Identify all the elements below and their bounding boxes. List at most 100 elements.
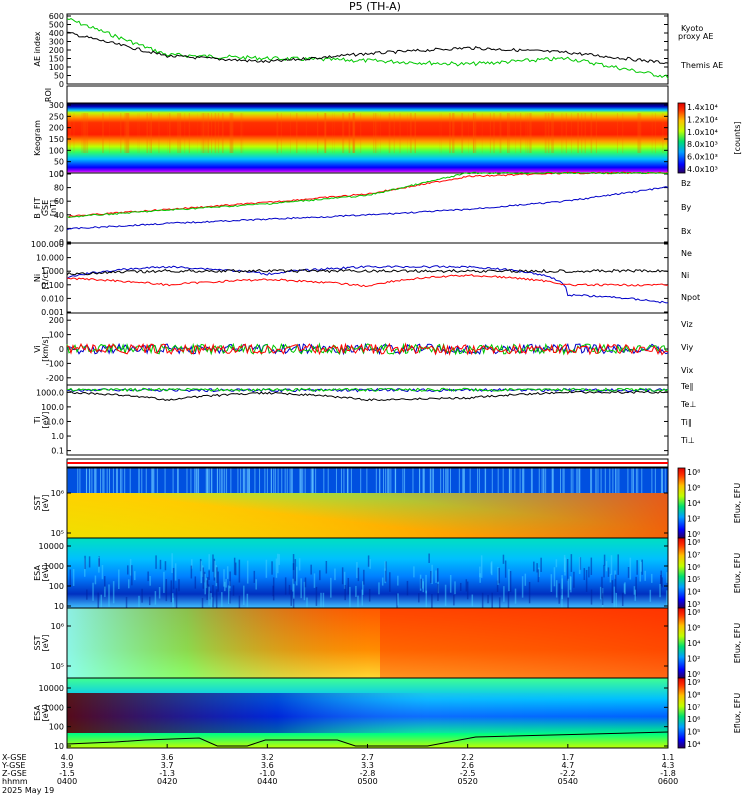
esa-ion-noise [131, 565, 133, 586]
colorbar-tick-label: 10² [687, 655, 700, 664]
esa-ion-noise [88, 556, 91, 568]
esa-ion-noise [330, 577, 332, 598]
y-tick-label: 10⁶ [51, 622, 64, 631]
esa-ion-noise [521, 576, 524, 598]
colorbar-label: Eflux, EFU [733, 623, 742, 664]
esa-ion-noise [491, 592, 493, 614]
esa-ion-noise [611, 580, 614, 604]
esa-ion-noise [306, 597, 308, 616]
esa-ion-noise [334, 568, 336, 581]
esa-ion-noise [155, 555, 157, 569]
colorbar-tick-label: 10⁷ [687, 703, 700, 712]
esa-ion-noise [498, 567, 500, 584]
time-label: 0440 [257, 777, 277, 786]
esa-ion-noise [206, 577, 209, 586]
esa-ion-noise [605, 561, 608, 572]
colorbar [677, 467, 686, 539]
esa-ion-noise [613, 586, 616, 609]
panel-frame [66, 242, 669, 314]
y-tick-label: 500 [49, 21, 64, 30]
colorbar-tick-label: 10² [687, 515, 700, 524]
esa-ion-noise [243, 585, 245, 605]
colorbar-tick-label: 8.0x10³ [687, 140, 718, 149]
legend-n: Ne [681, 249, 692, 258]
esa-ion-noise [435, 570, 437, 583]
esa-ion-noise [238, 559, 241, 583]
legend-v: Vix [681, 366, 694, 375]
esa-ion-noise [585, 569, 588, 592]
y-tick-label: 200 [49, 46, 64, 55]
y-tick-label: -100 [46, 359, 64, 368]
esa-ion-noise [425, 590, 428, 613]
esa-ion-noise [550, 574, 553, 592]
esa-ion-noise [94, 575, 97, 585]
esa-ion-noise [229, 571, 231, 587]
esa-ion-noise [315, 586, 318, 606]
y-tick-label: -200 [46, 374, 64, 383]
esa-ion-noise [233, 557, 236, 575]
y-tick-label: 10⁶ [51, 489, 64, 498]
esa-ion-noise [413, 566, 415, 578]
y-tick-label: 0 [59, 169, 64, 178]
esa-ion-noise [454, 581, 456, 595]
esa-ion-noise [134, 571, 136, 581]
esa-ion-noise [349, 586, 351, 608]
esa-ion-noise [507, 591, 510, 612]
esa-ion-noise [275, 558, 278, 578]
esa-ion-noise [385, 561, 387, 582]
y-gse-value: 3.3 [361, 761, 374, 770]
colorbar-tick-label: 10⁸ [687, 538, 700, 547]
z-gse-value: -1.3 [159, 769, 175, 778]
colorbar-tick-label: 10⁴ [687, 588, 700, 597]
esa-ion-noise [430, 570, 432, 583]
y-tick-label: 150 [49, 55, 64, 64]
legend-kyoto: Kyoto [681, 24, 703, 33]
esa-ion-noise [617, 554, 619, 575]
esa-ion-noise [504, 560, 507, 578]
esa-ion-noise [226, 566, 229, 579]
esa-ion-noise [378, 582, 380, 595]
ti-par-line [67, 387, 669, 392]
esa-ion-noise [508, 569, 510, 592]
esa-ion-noise [69, 569, 72, 586]
esa-ion-noise [561, 575, 563, 589]
x-row-label-zgse: Z-GSE [2, 769, 27, 778]
keogram-heatmap [67, 103, 668, 173]
y-tick-label: 100 [49, 146, 64, 155]
legend-n: Npot [681, 293, 700, 302]
esa-ion-noise [603, 554, 606, 566]
esa-ion-noise [118, 569, 120, 589]
esa-ion-noise [540, 557, 542, 572]
z-gse-value: -1.8 [660, 769, 676, 778]
esa-ion-noise [215, 589, 218, 612]
colorbar-label: Eflux, EFU [733, 553, 742, 594]
esa-ion-noise [194, 576, 197, 589]
colorbar-tick-label: 10⁶ [687, 484, 700, 493]
esa-ion-noise [566, 558, 569, 581]
colorbar-tick-label: 10⁰ [687, 530, 700, 539]
colorbar-tick-label: 1.4x10⁴ [687, 103, 718, 112]
esa-ion-noise [313, 573, 316, 588]
colorbar-tick-label: 10⁴ [687, 639, 700, 648]
y-tick-label: 400 [49, 29, 64, 38]
colorbar-tick-label: 10⁰ [687, 670, 700, 679]
esa-ion-noise [636, 560, 638, 575]
esa-ion-noise [200, 561, 203, 584]
esa-ion-heatmap [67, 538, 668, 608]
esa-ion-noise [72, 568, 75, 586]
colorbar-tick-label: 6.0x10³ [687, 153, 718, 162]
y-axis-label: Ti [33, 417, 42, 425]
themis-ae-line [66, 31, 669, 65]
esa-ion-noise [590, 589, 593, 605]
esa-ion-noise [524, 573, 527, 586]
esa-ion-noise [538, 567, 540, 578]
esa-ion-noise [154, 591, 157, 605]
y-axis-label: GSE [41, 200, 50, 216]
esa-ion-noise [627, 566, 630, 578]
time-label: 0520 [457, 777, 477, 786]
esa-ion-noise [621, 592, 624, 607]
esa-ion-noise [225, 578, 227, 588]
colorbar-tick-label: 10⁵ [687, 728, 700, 737]
esa-ion-noise [397, 575, 399, 586]
esa-ion-noise [384, 561, 386, 571]
